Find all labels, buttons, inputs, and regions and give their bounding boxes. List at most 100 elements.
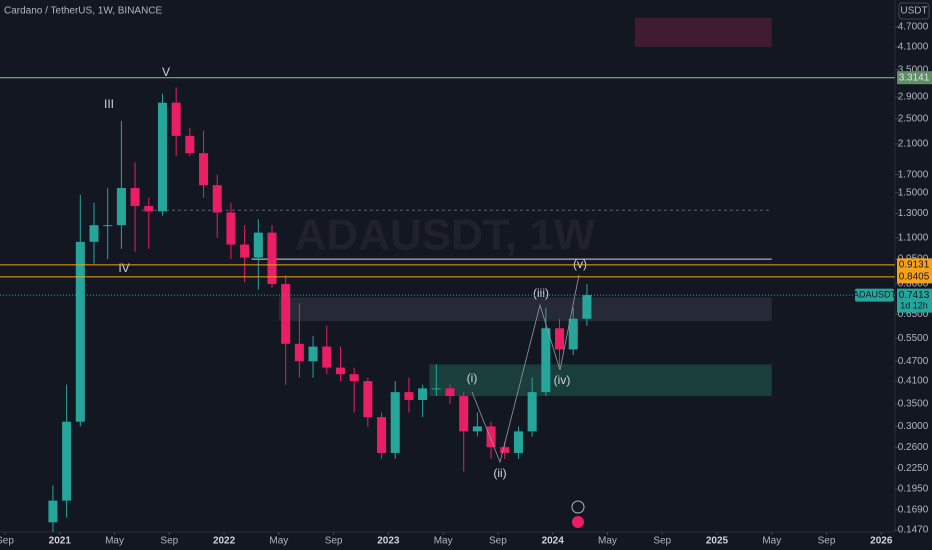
y-tick-label: 0.3000 bbox=[898, 421, 929, 432]
candle-body bbox=[527, 392, 537, 432]
candle-body bbox=[541, 328, 551, 393]
candle-body bbox=[568, 318, 578, 350]
x-tick-label: May bbox=[598, 536, 617, 547]
level-label: 3.3141 bbox=[899, 72, 930, 83]
x-tick-label: Sep bbox=[325, 536, 343, 547]
x-tick-label: 2023 bbox=[377, 536, 400, 547]
candle-body bbox=[240, 244, 250, 258]
x-tick-label: May bbox=[762, 536, 781, 547]
y-tick-label: 0.4100 bbox=[898, 376, 929, 387]
candle-body bbox=[322, 346, 332, 368]
candle-body bbox=[500, 447, 510, 453]
candle-body bbox=[130, 188, 140, 206]
countdown: 1d 12h bbox=[900, 300, 928, 310]
x-tick-label: 2021 bbox=[49, 536, 72, 547]
y-tick-label: 0.1690 bbox=[898, 504, 929, 515]
candle-body bbox=[89, 225, 99, 242]
y-tick-label: 2.9000 bbox=[898, 92, 929, 103]
candle-body bbox=[582, 295, 592, 319]
y-tick-label: 0.1950 bbox=[898, 484, 929, 495]
x-tick-label: Sep bbox=[489, 536, 507, 547]
candle-body bbox=[445, 388, 455, 397]
zone bbox=[634, 18, 772, 47]
candle-body bbox=[555, 328, 565, 350]
level-label-box bbox=[897, 270, 932, 284]
y-tick-label: 0.4700 bbox=[898, 356, 929, 367]
icon[interactable] bbox=[571, 500, 585, 514]
level-label-box bbox=[897, 258, 932, 272]
x-tick-label: 2024 bbox=[542, 536, 565, 547]
candle-body bbox=[171, 102, 181, 136]
candle-body bbox=[308, 346, 318, 362]
y-tick-label: 0.5500 bbox=[898, 333, 929, 344]
level-label-box bbox=[897, 71, 932, 85]
price-label: 0.7413 bbox=[899, 290, 930, 301]
candle-body bbox=[472, 426, 482, 432]
wave-label: V bbox=[162, 65, 170, 79]
y-tick-label: 4.1000 bbox=[898, 41, 929, 52]
candle-body bbox=[157, 102, 167, 212]
x-tick-label: May bbox=[105, 536, 124, 547]
candle-body bbox=[486, 426, 496, 448]
y-tick-label: 0.2250 bbox=[898, 463, 929, 474]
watermark: ADAUSDT, 1W bbox=[295, 211, 596, 260]
candle-body bbox=[294, 343, 304, 362]
wave-label: (v) bbox=[573, 257, 587, 271]
wave-label: IV bbox=[118, 261, 129, 275]
x-tick-label: Sep bbox=[0, 536, 14, 547]
candle-body bbox=[116, 188, 126, 226]
candle-body bbox=[377, 417, 387, 453]
icon[interactable] bbox=[572, 516, 584, 528]
x-tick-label: 2025 bbox=[706, 536, 729, 547]
wave-label: (i) bbox=[467, 371, 478, 385]
x-tick-label: May bbox=[269, 536, 288, 547]
candle-body bbox=[212, 185, 222, 213]
y-tick-label: 0.2600 bbox=[898, 442, 929, 453]
candle-body bbox=[513, 431, 523, 453]
x-tick-label: Sep bbox=[160, 536, 178, 547]
candle-body bbox=[349, 374, 359, 382]
y-tick-label: 3.5000 bbox=[898, 64, 929, 75]
y-tick-label: 1.5000 bbox=[898, 187, 929, 198]
wave-label: III bbox=[104, 97, 114, 111]
wave-label: (iv) bbox=[554, 373, 571, 387]
wave-line bbox=[471, 274, 580, 464]
candle-body bbox=[75, 241, 85, 422]
wave-label: (iii) bbox=[533, 286, 549, 300]
level-label: 0.8405 bbox=[899, 272, 930, 283]
candle-body bbox=[199, 153, 209, 186]
candle-body bbox=[431, 388, 441, 390]
y-tick-label: 0.6500 bbox=[898, 309, 929, 320]
plot bbox=[48, 18, 772, 532]
candle-body bbox=[418, 388, 428, 400]
candle-body bbox=[144, 205, 154, 212]
symbol-label: ADAUSDT bbox=[853, 289, 897, 299]
zone bbox=[278, 297, 772, 322]
y-tick-label: 1.1000 bbox=[898, 232, 929, 243]
currency-box[interactable] bbox=[898, 2, 930, 20]
x-tick-label: Sep bbox=[818, 536, 836, 547]
chart-title: Cardano / TetherUS, 1W, BINANCE bbox=[4, 6, 163, 17]
currency: USDT bbox=[900, 6, 927, 17]
candle-body bbox=[103, 225, 113, 227]
x-tick-label: Sep bbox=[653, 536, 671, 547]
price-box bbox=[897, 288, 932, 313]
y-tick-label: 1.7000 bbox=[898, 169, 929, 180]
candle-body bbox=[267, 232, 277, 285]
x-tick-label: May bbox=[434, 536, 453, 547]
y-tick-label: 0.3500 bbox=[898, 399, 929, 410]
zone bbox=[429, 364, 772, 397]
y-tick-label: 4.7000 bbox=[898, 22, 929, 33]
candle-body bbox=[459, 396, 469, 432]
candle-body bbox=[226, 212, 236, 245]
candle-body bbox=[185, 135, 195, 154]
y-tick-label: 2.5000 bbox=[898, 113, 929, 124]
candle-body bbox=[404, 392, 414, 400]
y-tick-label: 0.1470 bbox=[898, 525, 929, 536]
y-tick-label: 2.1000 bbox=[898, 139, 929, 150]
level-label: 0.9131 bbox=[899, 259, 930, 270]
candle-body bbox=[253, 232, 263, 258]
candle-body bbox=[335, 367, 345, 375]
